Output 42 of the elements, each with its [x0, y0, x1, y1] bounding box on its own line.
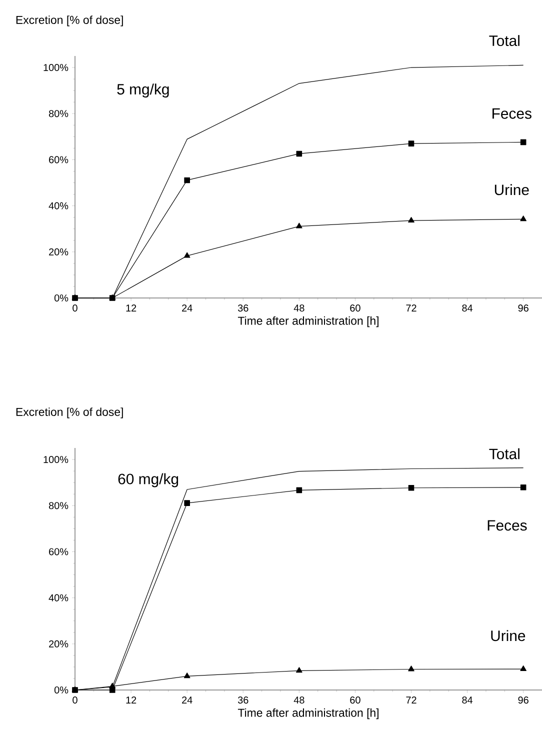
x-axis-title: Time after administration [h] — [238, 316, 378, 328]
y-axis-title: Excretion [% of dose] — [16, 408, 123, 418]
annotation: 60 mg/kg — [118, 473, 178, 488]
x-tick-label: 24 — [182, 696, 192, 704]
x-tick-label: 24 — [182, 304, 192, 312]
x-tick-label: 0 — [72, 696, 78, 704]
x-axis-title: Time after administration [h] — [238, 708, 378, 720]
series-label: Urine — [494, 184, 529, 196]
series-label: Total — [489, 35, 520, 46]
y-axis-title: Excretion [% of dose] — [16, 16, 123, 26]
x-tick-label: 72 — [406, 696, 416, 704]
x-tick-label: 12 — [126, 304, 136, 312]
x-tick-label: 12 — [126, 696, 136, 704]
x-tick-label: 84 — [462, 304, 473, 312]
y-tick-label: 80% — [48, 110, 68, 118]
x-tick-label: 0 — [72, 304, 78, 312]
y-tick-label: 60% — [49, 156, 68, 164]
annotation: 5 mg/kg — [117, 84, 169, 98]
x-tick-label: 72 — [406, 304, 416, 312]
x-tick-label: 60 — [350, 304, 360, 312]
y-tick-label: 60% — [49, 548, 68, 556]
series-label: Total — [489, 448, 520, 460]
series-label: Urine — [491, 630, 526, 642]
y-tick-label: 0% — [54, 294, 68, 302]
x-tick-label: 48 — [294, 696, 304, 704]
x-tick-label: 84 — [462, 696, 473, 704]
y-tick-label: 40% — [48, 594, 68, 602]
x-tick-label: 48 — [294, 304, 304, 312]
x-tick-label: 36 — [238, 696, 248, 704]
y-tick-label: 40% — [48, 202, 68, 210]
x-tick-label: 60 — [350, 696, 360, 704]
y-tick-label: 100% — [44, 456, 68, 464]
y-tick-label: 80% — [48, 502, 68, 510]
y-tick-label: 100% — [44, 64, 68, 72]
y-tick-label: 20% — [49, 248, 68, 256]
y-tick-label: 20% — [49, 640, 68, 648]
x-tick-label: 96 — [518, 304, 528, 312]
x-tick-label: 96 — [518, 696, 528, 704]
y-tick-label: 0% — [54, 686, 68, 694]
x-tick-label: 36 — [238, 304, 248, 312]
series-label: Feces — [492, 108, 532, 119]
text: Feces — [488, 520, 527, 531]
